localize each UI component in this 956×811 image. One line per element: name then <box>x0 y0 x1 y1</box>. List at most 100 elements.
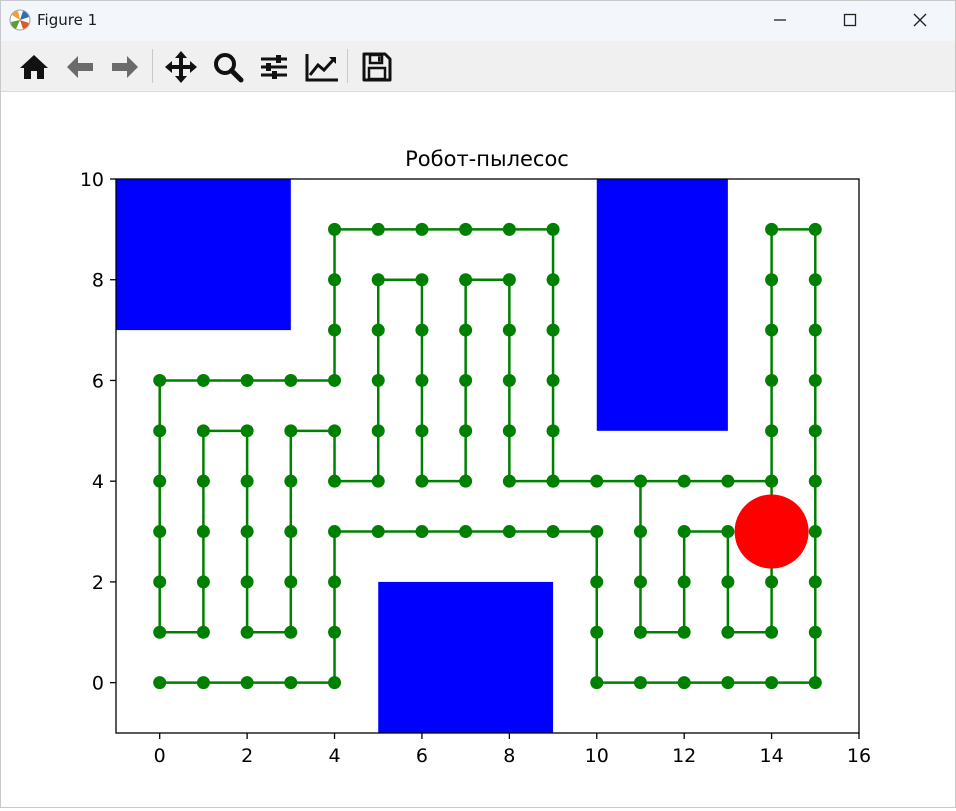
path-point <box>502 424 516 438</box>
path-point <box>546 424 560 438</box>
robot-marker <box>734 494 809 569</box>
path-point <box>328 273 342 287</box>
path-point <box>502 525 516 539</box>
path-point <box>546 525 560 539</box>
edit-axes-button[interactable] <box>303 48 341 86</box>
x-tick-label: 2 <box>241 745 253 767</box>
path-point <box>459 323 473 337</box>
path-point <box>153 373 167 387</box>
path-point <box>546 273 560 287</box>
navigation-toolbar <box>1 41 955 92</box>
path-point <box>721 676 735 690</box>
path-point <box>328 424 342 438</box>
axes-frame <box>115 178 860 734</box>
path-point <box>808 323 822 337</box>
close-button[interactable] <box>897 1 943 39</box>
path-point <box>371 373 385 387</box>
path-point <box>459 525 473 539</box>
path-point <box>502 273 516 287</box>
close-icon <box>913 13 927 27</box>
path-point <box>808 625 822 639</box>
path-point <box>328 323 342 337</box>
path-point <box>590 525 604 539</box>
y-tick-label: 8 <box>92 270 104 292</box>
path-point <box>502 222 516 236</box>
pan-button[interactable] <box>162 48 200 86</box>
path-point <box>371 222 385 236</box>
path-point <box>677 625 691 639</box>
x-tick-label: 8 <box>503 745 515 767</box>
back-button[interactable] <box>61 48 99 86</box>
path-point <box>546 222 560 236</box>
y-tick-label: 4 <box>92 471 104 493</box>
path-point <box>765 373 779 387</box>
floppy-disk-icon <box>362 52 392 82</box>
magnifier-icon <box>214 53 244 83</box>
path-point <box>502 474 516 488</box>
home-icon <box>20 55 48 79</box>
path-point <box>677 525 691 539</box>
path-point <box>284 373 298 387</box>
path-point <box>765 474 779 488</box>
path-point <box>415 323 429 337</box>
path-point <box>196 676 210 690</box>
path-point <box>240 625 254 639</box>
x-tick-label: 12 <box>672 745 696 767</box>
path-point <box>284 474 298 488</box>
path-point <box>415 273 429 287</box>
path-point <box>240 575 254 589</box>
x-tick-label: 6 <box>416 745 428 767</box>
path-point <box>808 474 822 488</box>
path-point <box>153 625 167 639</box>
path-point <box>765 424 779 438</box>
path-point <box>371 474 385 488</box>
path-point <box>284 424 298 438</box>
path-point <box>808 575 822 589</box>
home-button[interactable] <box>15 48 53 86</box>
maximize-button[interactable] <box>827 1 873 39</box>
forward-button[interactable] <box>106 48 144 86</box>
path-point <box>546 373 560 387</box>
path-point <box>765 222 779 236</box>
path-point <box>808 676 822 690</box>
path-point <box>808 373 822 387</box>
path-point <box>371 525 385 539</box>
path-point <box>808 222 822 236</box>
path-point <box>633 474 647 488</box>
path-point <box>808 525 822 539</box>
matplotlib-logo-icon <box>9 9 31 31</box>
obstacle-rect <box>596 179 728 431</box>
window-title: Figure 1 <box>37 11 98 29</box>
title-bar: Figure 1 <box>1 1 955 41</box>
robot-layer <box>734 494 809 569</box>
minimize-icon <box>774 19 786 21</box>
path-point <box>153 575 167 589</box>
plot-svg[interactable]: Робот-пылесос 0 2 4 6 8 10 12 14 16 0 2 4 6 8 10 <box>1 92 955 807</box>
path-point <box>371 323 385 337</box>
figure-canvas[interactable]: Робот-пылесос 0 2 4 6 8 10 12 14 16 0 2 4 6 8 10 <box>1 92 955 807</box>
minimize-button[interactable] <box>757 1 803 39</box>
move-icon <box>165 51 197 83</box>
path-point <box>502 373 516 387</box>
path-point <box>546 474 560 488</box>
path-point <box>808 424 822 438</box>
path-point <box>765 676 779 690</box>
path-point <box>502 323 516 337</box>
path-point <box>590 474 604 488</box>
chart-line-icon <box>305 54 338 82</box>
path-point <box>633 625 647 639</box>
configure-subplots-button[interactable] <box>255 48 293 86</box>
y-tick-label: 2 <box>92 572 104 594</box>
path-point <box>415 222 429 236</box>
path-point <box>721 625 735 639</box>
y-tick-label: 0 <box>92 673 104 695</box>
path-point <box>153 424 167 438</box>
path-point <box>459 424 473 438</box>
path-point <box>765 625 779 639</box>
save-button[interactable] <box>358 48 396 86</box>
path-point <box>196 625 210 639</box>
path-point <box>765 323 779 337</box>
path-point <box>765 273 779 287</box>
zoom-button[interactable] <box>209 48 247 86</box>
